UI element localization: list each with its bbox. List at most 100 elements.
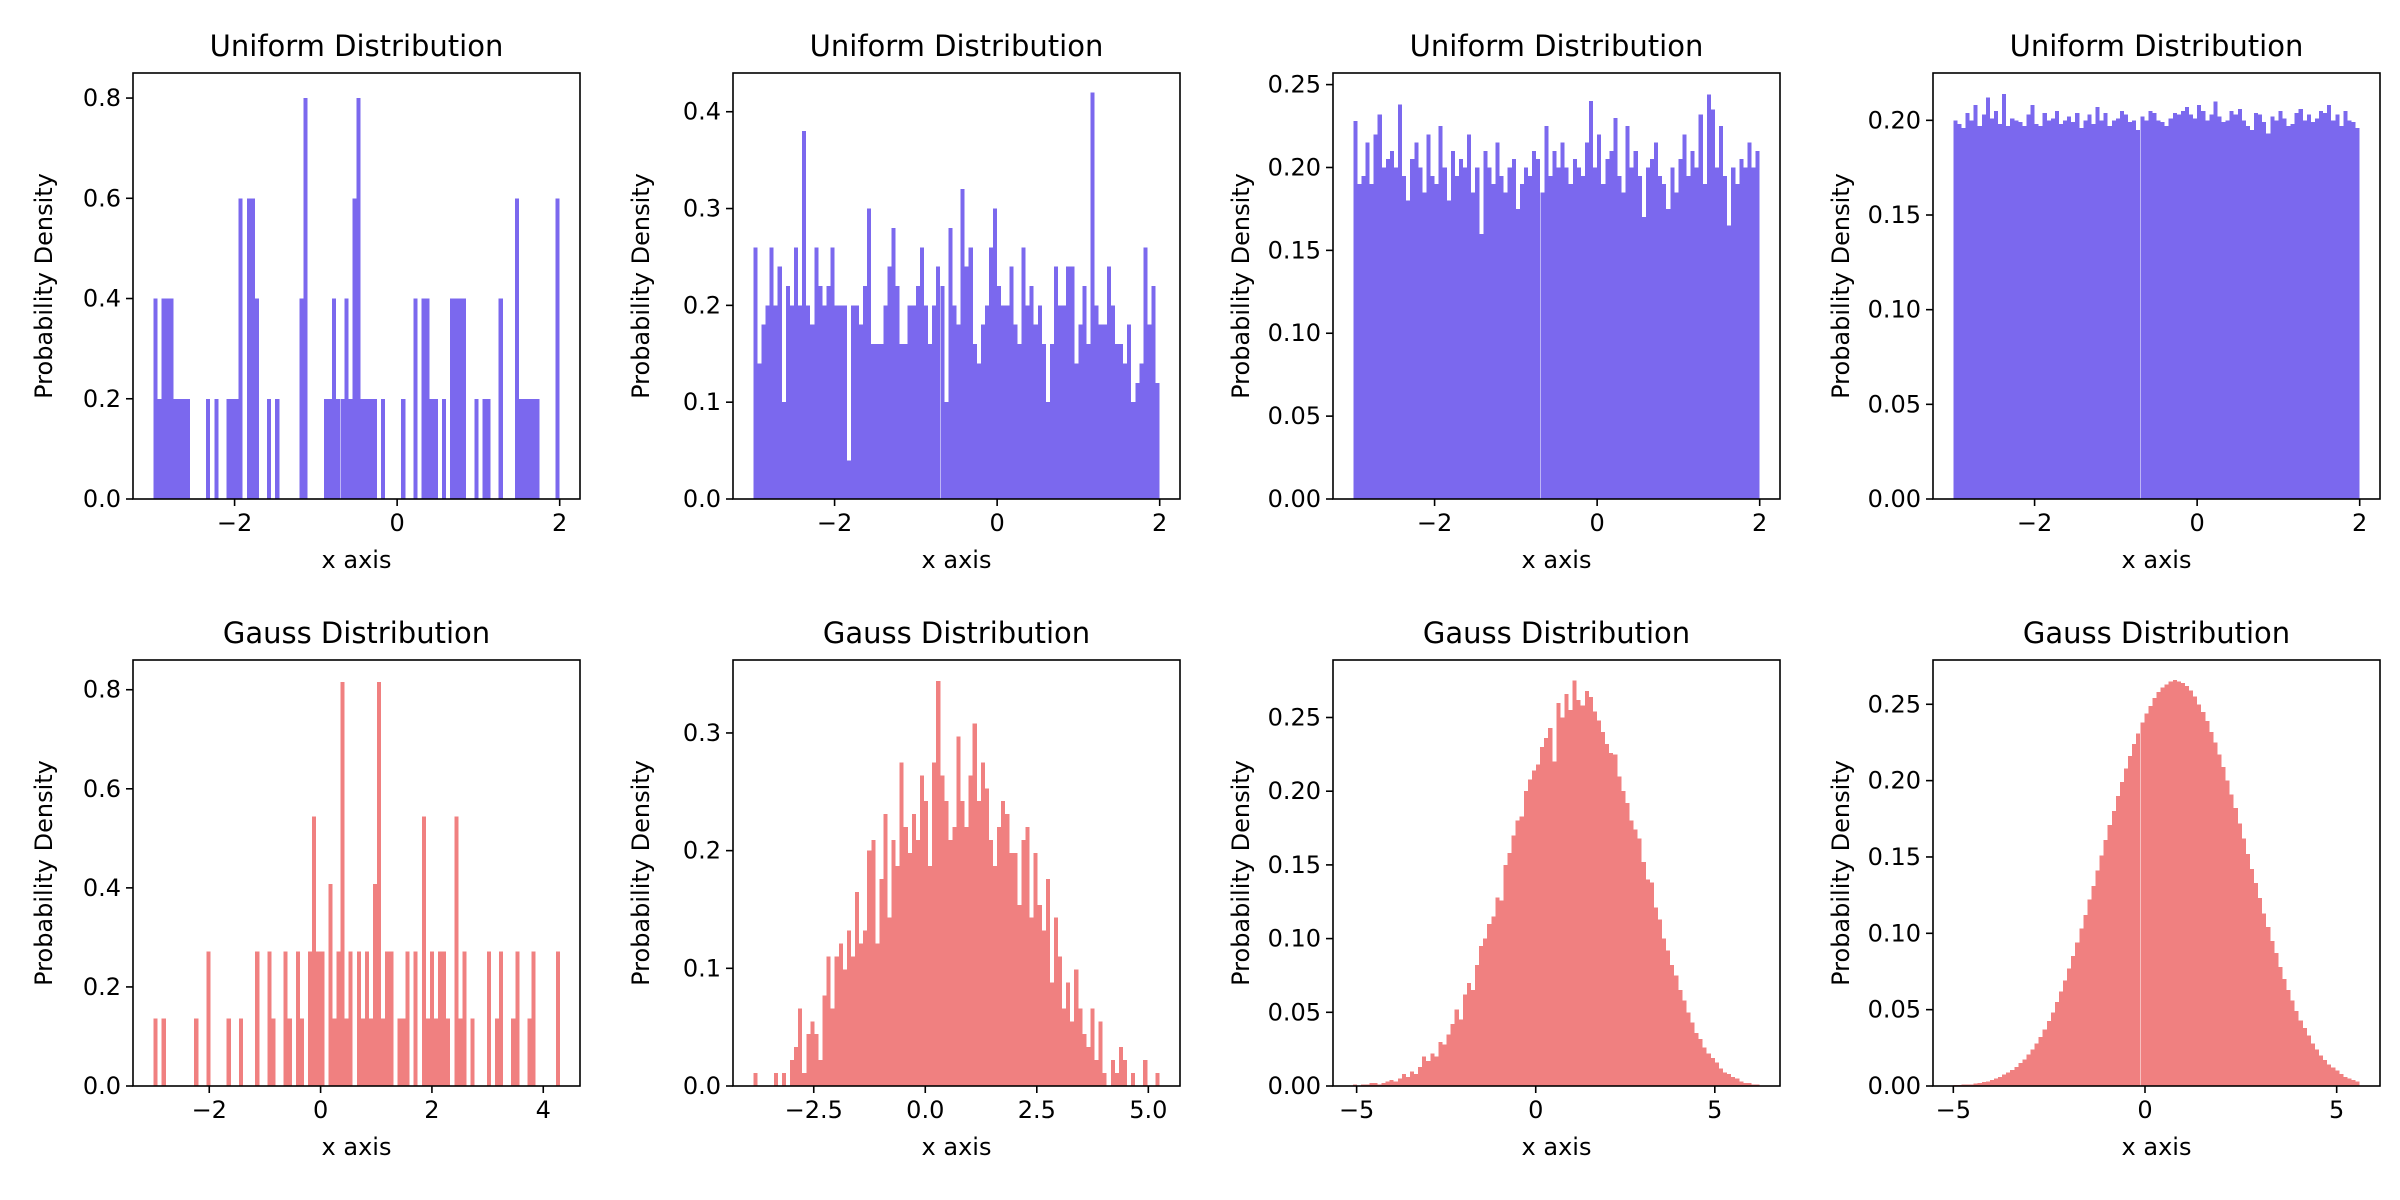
histogram-bar [2298,108,2303,499]
histogram-bar [1686,1012,1691,1086]
histogram-bar [1670,167,1675,500]
histogram-bar [1054,266,1059,499]
x-tick-label: −2 [817,509,852,537]
histogram-bar [2067,116,2072,500]
histogram-bar [2270,116,2275,500]
histogram-bar [2355,1081,2360,1086]
histogram-bar [2262,122,2267,499]
histogram-bar [818,286,823,499]
histogram-bar [1037,904,1042,1086]
histogram-bar [2176,114,2181,500]
histogram-bar [1389,150,1394,499]
histogram-bar [1576,167,1581,500]
histogram-bar [1021,247,1026,499]
histogram-bar [1398,104,1403,500]
histogram-bar [1641,217,1646,499]
histogram-bar [2136,129,2141,500]
histogram-bar [1523,167,1529,500]
histogram-bar [1723,1072,1728,1086]
histogram-bar [1402,175,1407,499]
histogram-bar [1119,344,1124,499]
histogram-bar [2201,711,2206,1086]
histogram-bar [1369,184,1374,499]
histogram-bar [2058,991,2064,1086]
histogram-bar [2140,722,2145,1086]
histogram-bar [2351,122,2356,499]
histogram-bar [2314,118,2320,499]
histogram-bar [1564,693,1569,1086]
histogram-bar [348,398,353,499]
histogram-bar [454,816,459,1086]
histogram-bar [1377,114,1382,499]
histogram-bar [1977,1082,1982,1086]
histogram-bar [2160,687,2165,1086]
histogram-bar [555,951,560,1086]
histogram-bar [814,247,819,499]
histogram-bar [1422,1056,1427,1086]
histogram-bar [1499,175,1504,499]
histogram-bar [2034,124,2039,500]
histogram-bar [2237,823,2242,1086]
histogram-bar [907,305,912,499]
histogram-bar [2160,122,2165,499]
histogram-bar [956,324,961,499]
histogram-bar [1560,717,1565,1086]
y-tick-label: 0.10 [1268,319,1321,347]
histogram-bar [332,298,337,499]
histogram-bar [863,930,868,1086]
histogram-bar [2241,838,2246,1086]
histogram-bar [2128,122,2133,499]
histogram-bar [2262,913,2267,1086]
histogram-bar [1098,324,1103,499]
histogram-bar [2148,705,2153,1086]
histogram-bar [312,816,317,1086]
axes-frame [1332,659,1781,1087]
histogram-bar [1714,1062,1719,1086]
histogram-bar [2026,114,2031,500]
histogram-bar [1678,990,1683,1086]
histogram-bar [1617,175,1622,499]
histogram-bar [1678,159,1683,499]
x-tick-label: 0 [1589,509,1604,537]
histogram-bar [470,1018,475,1086]
y-tick-label: 0.20 [1868,767,1921,795]
histogram-bar [1961,127,1966,499]
histogram-bar [2209,731,2214,1086]
histogram-bar [1548,175,1553,499]
histogram-bar [1572,680,1577,1086]
histogram-bar [2209,114,2214,500]
histogram-bar [1434,184,1439,499]
histogram-bar [1021,840,1026,1086]
histogram-bar [360,398,365,499]
histogram-bar [352,198,357,500]
histogram-bar [1633,829,1638,1086]
histogram-bar [364,951,369,1086]
histogram-bar [2026,1054,2031,1086]
histogram-bar [2355,127,2360,499]
histogram-bar [421,816,426,1086]
histogram-bar [984,305,990,499]
histogram-bar [842,969,847,1086]
histogram-bar [936,681,941,1086]
histogram-bar [230,398,235,499]
histogram-bar [1045,402,1050,499]
histogram-bar [964,827,969,1086]
y-tick-label: 0.20 [1868,106,1921,134]
histogram-bar [474,398,479,499]
histogram-bar [2140,116,2145,500]
histogram-bar [2233,114,2238,500]
histogram-bar [2241,120,2246,499]
histogram-bar [458,298,463,499]
histogram-bar [271,1018,276,1086]
histogram-bar [1613,117,1618,499]
histogram-bar [798,1008,803,1086]
histogram-bar [1483,150,1488,499]
histogram-bar [2213,742,2218,1086]
histogram-bar [153,298,158,499]
histogram-bar [1381,1083,1386,1086]
histogram-bar [2091,124,2096,500]
histogram-bar [761,324,766,499]
histogram-bar [433,398,438,499]
histogram-bar [972,344,977,499]
histogram-bar [940,286,945,499]
